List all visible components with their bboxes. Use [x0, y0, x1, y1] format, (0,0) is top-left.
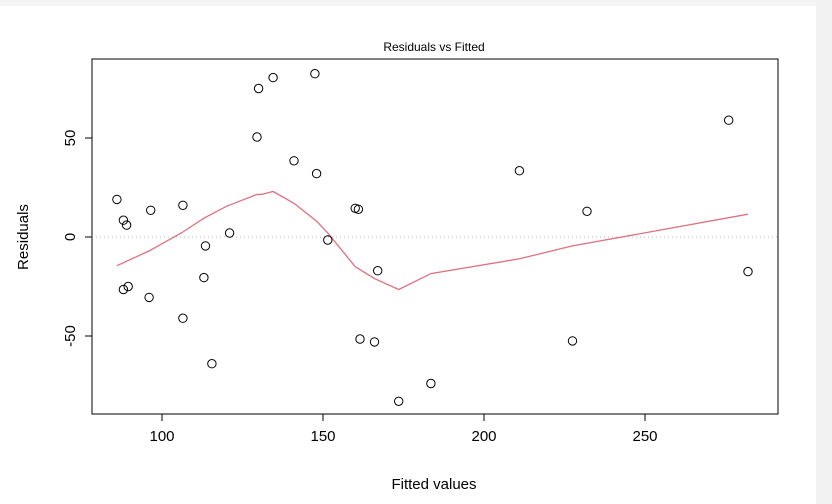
residual-point [224, 228, 235, 238]
residual-point [123, 281, 133, 292]
residual-point [426, 378, 436, 389]
y-tick-label: 0 [62, 233, 79, 241]
residual-point [252, 132, 262, 142]
residual-point [146, 205, 156, 216]
x-axis-label: Fitted values [391, 476, 476, 493]
top-edge [0, 0, 832, 6]
residual-point [323, 235, 333, 245]
y-axis-label: Residuals [15, 204, 32, 270]
residual-point [178, 200, 188, 211]
residual-point [118, 284, 129, 295]
residual-point [207, 359, 217, 369]
residual-point [268, 72, 278, 83]
residual-point [514, 166, 525, 176]
residual-point [582, 206, 592, 217]
x-tick-label: 150 [310, 428, 335, 445]
residual-point [353, 204, 364, 215]
residual-point [144, 292, 154, 303]
residual-point [567, 336, 578, 346]
residual-point [121, 220, 132, 230]
residual-point [311, 168, 322, 179]
y-tick-label: 50 [62, 130, 79, 147]
residual-point [289, 156, 299, 166]
x-tick-label: 100 [149, 428, 174, 445]
residual-point [310, 69, 320, 79]
residual-point [200, 241, 211, 251]
residual-point [743, 266, 753, 277]
residual-point [369, 337, 380, 347]
residual-point [199, 272, 209, 283]
residual-point [355, 334, 365, 344]
x-tick-label: 250 [632, 428, 657, 445]
plot-frame [91, 58, 779, 415]
right-edge [816, 0, 832, 504]
chart-title: Residuals vs Fitted [383, 40, 484, 54]
y-tick-label: -50 [62, 325, 79, 347]
residual-point [112, 194, 122, 205]
residual-point [253, 83, 264, 94]
residual-point [373, 266, 383, 276]
smoothed-trend-line [116, 190, 749, 291]
residual-point [394, 396, 404, 406]
plot-layer: 100 150 200 250 -50 0 50 [62, 58, 779, 445]
residual-point [118, 215, 129, 225]
residual-point [724, 115, 734, 125]
x-tick-label: 200 [471, 428, 496, 445]
residual-point [178, 313, 188, 323]
